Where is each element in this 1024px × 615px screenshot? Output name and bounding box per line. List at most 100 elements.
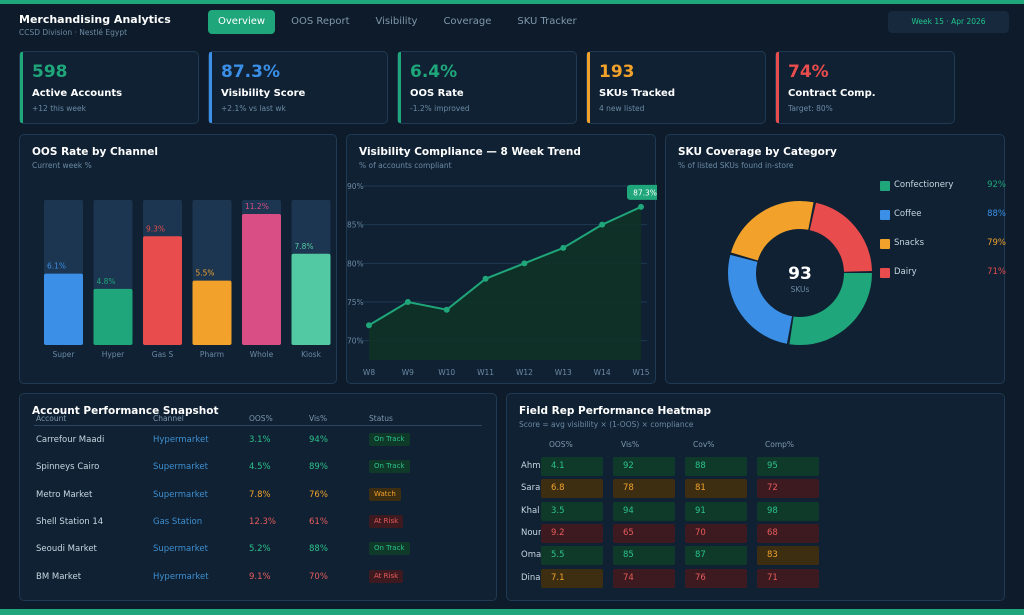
legend-name: Snacks [894,238,925,248]
hm-cell[interactable]: 78 [613,479,675,499]
cell-channel: Hypermarket [153,435,209,445]
status-badge: On Track [369,460,410,474]
data-point [560,244,567,251]
bar-value-label: 4.8% [97,277,116,286]
tab-visibility[interactable]: Visibility [375,16,418,27]
top-accent-bar [0,0,1024,4]
y-tick-label: 80% [347,259,364,268]
x-tick-label: W15 [633,368,650,377]
kpi-contract-compliance: 74% Contract Comp. Target: 80% [775,51,955,124]
hm-cell[interactable]: 9.2 [541,523,603,543]
data-point [443,306,450,313]
table-row[interactable]: Carrefour Maadi Hypermarket 3.1% 94% On Trac… [20,430,496,452]
hm-cell[interactable]: 94 [613,501,675,521]
slice-snacks [728,201,872,345]
tab-oos-report[interactable]: OOS Report [291,16,350,27]
hm-cell[interactable]: 74 [613,568,675,588]
hm-cell[interactable]: 91 [685,501,747,521]
table-row[interactable]: Shell Station 14 Gas Station 12.3% 61% At Ri… [20,512,496,534]
table-row[interactable]: Metro Market Supermarket 7.8% 76% Watch [20,485,496,507]
bar-value-label: 6.1% [47,262,66,271]
status-badge: At Risk [369,569,404,583]
kpi-accent [20,52,23,123]
hm-cell[interactable]: 81 [685,479,747,499]
cell-account: Seoudi Market [36,544,97,555]
panel-subtitle: Current week % [32,161,92,170]
bar-value-label: 9.3% [146,224,165,233]
hm-col-comp: Comp% [765,440,795,449]
x-tick-label: W10 [438,368,455,377]
sku-coverage-panel: SKU Coverage by Category % of listed SKU… [665,134,1006,384]
hm-cell[interactable]: 3.5 [541,501,603,521]
hm-cell[interactable]: 5.5 [541,546,603,566]
bar-category-label: Whole [250,350,274,359]
cell-oos: 9.1% [249,571,271,582]
hm-cell[interactable]: 65 [613,523,675,543]
field-rep-heatmap-panel: Field Rep Performance Heatmap Score = av… [506,393,1005,601]
main-nav: Overview OOS Report Visibility Coverage … [208,10,593,34]
hm-cell[interactable]: 6.8 [541,479,603,499]
hm-cell[interactable]: 83 [757,546,819,566]
cell-account: Metro Market [36,489,93,500]
table-row[interactable]: Seoudi Market Supermarket 5.2% 88% On Track [20,539,496,561]
donut-center-label: SKUs [791,285,810,294]
tab-sku-tracker[interactable]: SKU Tracker [517,16,577,27]
panel-title: Field Rep Performance Heatmap [519,405,712,417]
area-fill [369,206,641,360]
bar-value-label: 5.5% [196,269,215,278]
cell-oos: 3.1% [249,435,271,445]
hm-cell[interactable]: 98 [757,501,819,521]
hm-cell[interactable]: 70 [685,523,747,543]
oos-bar-chart: 6.1% Super 4.8% Hyper 9.3% Gas S 5.5% Pharm 11.2… [44,200,331,359]
legend-swatch [880,239,890,249]
kpi-accent [776,52,779,123]
data-point [366,322,372,329]
bar-value-label: 11.2% [245,202,269,211]
kpi-accent [398,52,401,123]
hm-cell[interactable]: 92 [613,457,675,476]
cell-oos: 4.5% [249,462,271,473]
hm-rep-name: Khal [521,505,540,516]
tab-overview[interactable]: Overview [208,10,276,34]
x-tick-label: W11 [477,368,494,377]
cell-channel: Supermarket [153,489,208,500]
bar-pharm [192,280,232,345]
kpi-value: 598 [32,62,68,82]
bar-hyper [93,288,133,345]
table-row[interactable]: Spinneys Cairo Supermarket 4.5% 89% On Track [20,457,496,479]
series-line [368,205,642,327]
hm-cell[interactable]: 7.1 [541,568,603,588]
y-tick-label: 70% [347,337,364,346]
col-oos: OOS% [249,414,273,423]
header: Merchandising Analytics CCSD Division · … [0,4,1024,44]
app-title: Merchandising Analytics [19,13,171,26]
bar-gas-s [143,236,182,345]
hm-cell[interactable]: 68 [757,523,819,543]
kpi-value: 87.3% [221,62,280,82]
status-badge: On Track [369,542,410,556]
cell-channel: Supermarket [153,544,208,555]
kpi-visibility-score: 87.3% Visibility Score +2.1% vs last wk [208,51,388,124]
hm-cell[interactable]: 72 [757,479,819,499]
cell-account: Carrefour Maadi [36,435,105,445]
hm-cell[interactable]: 76 [685,568,747,588]
hm-cell[interactable]: 88 [685,457,747,476]
tab-coverage[interactable]: Coverage [443,16,492,27]
hm-rep-name: Oma [521,550,541,561]
kpi-sub: 4 new listed [599,104,645,113]
hm-cell[interactable]: 87 [685,546,747,566]
hm-cell[interactable]: 85 [613,546,675,566]
col-channel: Channel [153,414,184,423]
hm-cell[interactable]: 4.1 [541,457,603,476]
table-row[interactable]: BM Market Hypermarket 9.1% 70% At Risk [20,567,496,589]
hm-cell[interactable]: 95 [757,457,819,476]
legend-swatch [880,268,890,278]
panel-title: SKU Coverage by Category [678,146,837,158]
x-tick-label: W8 [363,368,375,377]
week-selector[interactable]: Week 15 · Apr 2026 [888,11,1009,33]
kpi-sub: +2.1% vs last wk [221,104,286,113]
table-header-divider [34,425,482,426]
hm-cell[interactable]: 71 [757,568,819,588]
hm-col-cov: Cov% [693,440,715,449]
legend-name: Confectionery [894,180,954,190]
